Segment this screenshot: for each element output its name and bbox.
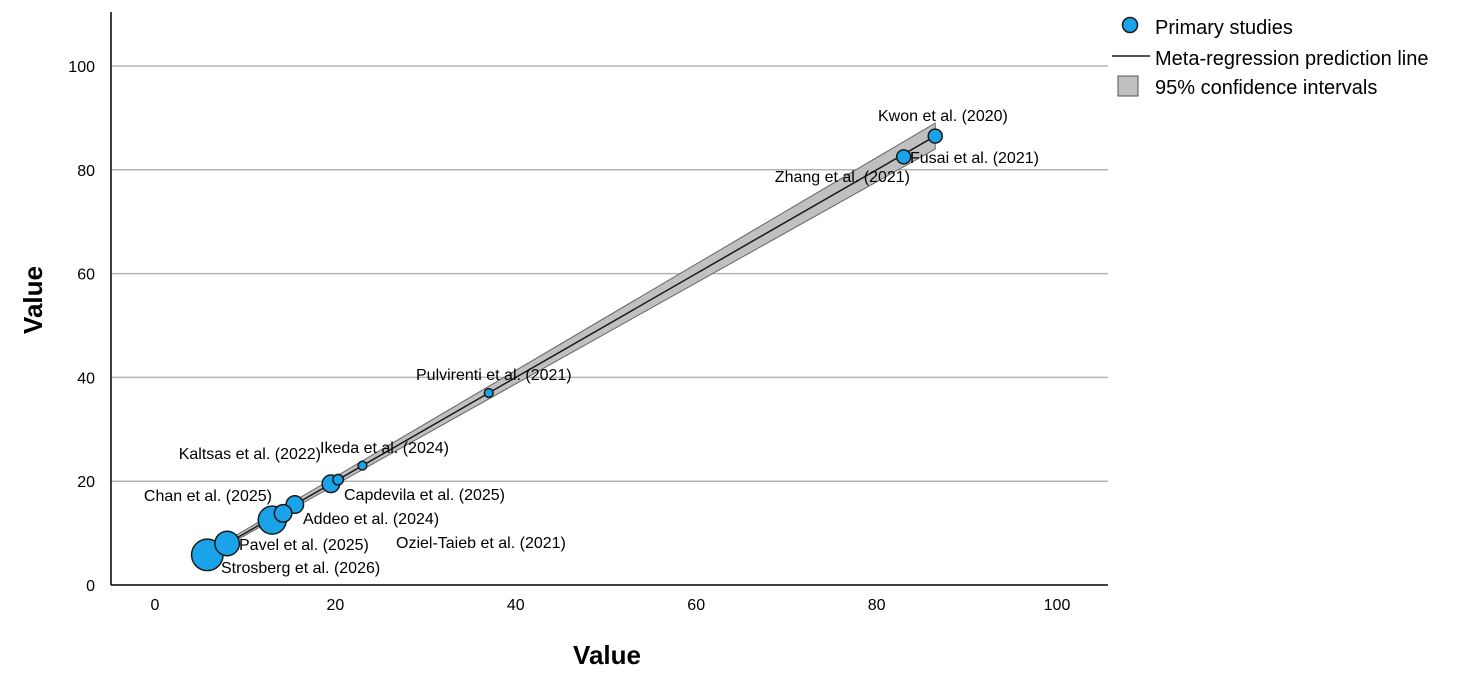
- x-tick-label-0: 0: [151, 597, 160, 614]
- data-point: [927, 128, 943, 144]
- y-tick-label-80: 80: [77, 163, 95, 180]
- regression-line: [204, 135, 936, 558]
- legend-point-marker: [1121, 16, 1139, 34]
- point-label: Zhang et al. (2021): [775, 169, 910, 186]
- tick-labels: 0 20 40 60 80 100 0 20 40 60 80 100: [68, 59, 1070, 614]
- data-point: [483, 387, 494, 399]
- legend-ci-marker: [1117, 75, 1139, 97]
- legend-points-label: Primary studies: [1155, 17, 1293, 39]
- data-points: [190, 128, 943, 572]
- data-point: [357, 460, 368, 471]
- point-label: Strosberg et al. (2026): [221, 560, 380, 577]
- data-point: [332, 473, 345, 486]
- y-tick-label-20: 20: [77, 474, 95, 491]
- legend-line-label: Meta-regression prediction line: [1155, 48, 1428, 70]
- x-tick-label-80: 80: [868, 597, 886, 614]
- y-tick-label-60: 60: [77, 267, 95, 284]
- x-axis-title: Value: [573, 640, 641, 670]
- data-point: [895, 149, 912, 165]
- y-axis-title: Value: [18, 266, 48, 334]
- point-label: Kaltsas et al. (2022): [179, 446, 321, 463]
- point-label: Pulvirenti et al. (2021): [416, 367, 572, 384]
- gridlines: [111, 65, 1108, 482]
- point-label: Addeo et al. (2024): [303, 511, 439, 528]
- point-label: Fusai et al. (2021): [910, 150, 1039, 167]
- legend-ci-label: 95% confidence intervals: [1155, 77, 1377, 99]
- axes: [110, 12, 1108, 586]
- point-label: Oziel-Taieb et al. (2021): [396, 535, 566, 552]
- point-labels: Kwon et al. (2020) Fusai et al. (2021)Zha…: [144, 108, 1039, 577]
- y-tick-label-100: 100: [68, 59, 95, 76]
- y-tick-label-40: 40: [77, 370, 95, 387]
- x-tick-label-20: 20: [327, 597, 345, 614]
- point-label: Pavel et al. (2025): [239, 537, 369, 554]
- x-tick-label-40: 40: [507, 597, 525, 614]
- x-tick-label-100: 100: [1044, 597, 1071, 614]
- legend: Primary studies Meta-regression predicti…: [1112, 16, 1428, 99]
- point-label: Kwon et al. (2020): [878, 108, 1008, 125]
- regression-line-group: [204, 135, 936, 558]
- y-tick-label-0: 0: [86, 578, 95, 595]
- point-label: Capdevila et al. (2025): [344, 487, 505, 504]
- x-tick-label-60: 60: [687, 597, 705, 614]
- point-label: Chan et al. (2025): [144, 488, 272, 505]
- data-point: [214, 530, 241, 557]
- point-label: Ikeda et al. (2024): [320, 440, 449, 457]
- data-point: [273, 503, 293, 523]
